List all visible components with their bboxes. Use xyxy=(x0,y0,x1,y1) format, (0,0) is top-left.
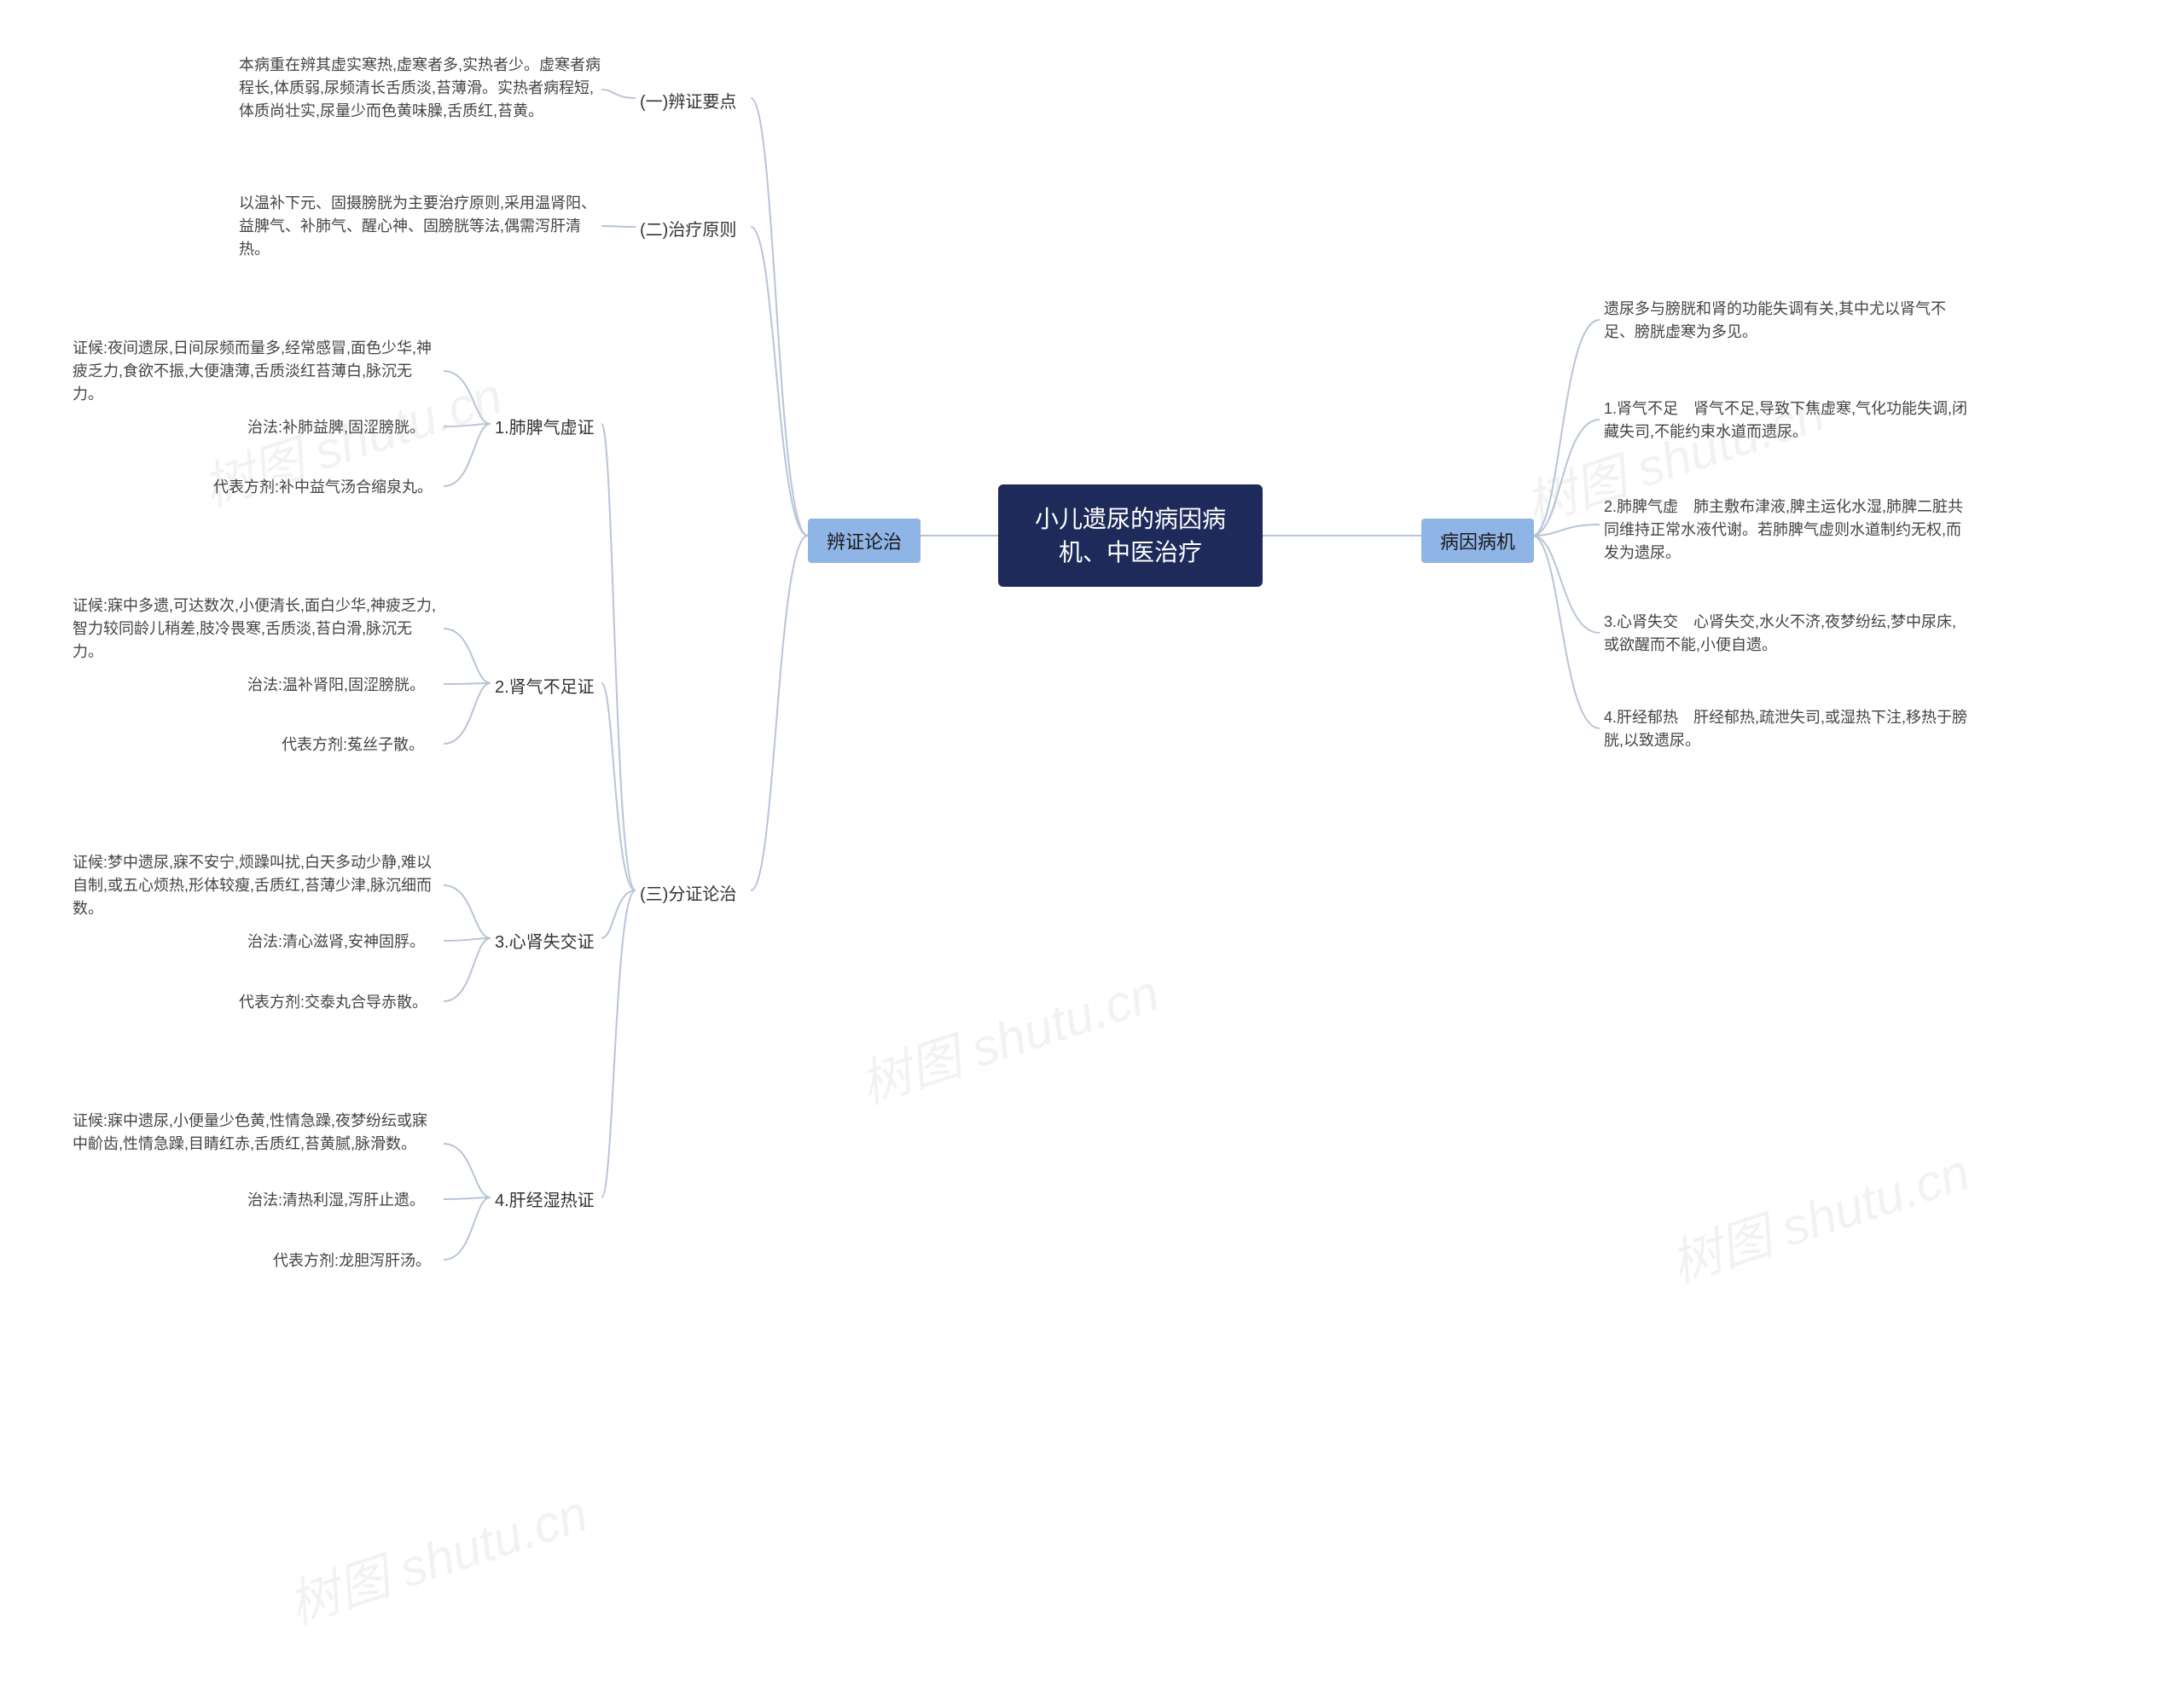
leaf: 证候:梦中遗尿,寐不安宁,烦躁叫扰,白天多动少静,难以自制,或五心烦热,形体较瘦… xyxy=(73,851,439,920)
sub-node: (三)分证论治 xyxy=(640,880,736,905)
leaf: 以温补下元、固摄膀胱为主要治疗原则,采用温肾阳、益脾气、补肺气、醒心神、固膀胱等… xyxy=(239,192,606,261)
sub-node: (二)治疗原则 xyxy=(640,216,736,241)
leaf: 本病重在辨其虚实寒热,虚寒者多,实热者少。虚寒者病程长,体质弱,尿频清长舌质淡,… xyxy=(239,54,606,123)
leaf: 4.肝经郁热 肝经郁热,疏泄失司,或湿热下注,移热于膀胱,以致遗尿。 xyxy=(1604,706,1971,752)
leaf: 3.心肾失交 心肾失交,水火不济,夜梦纷纭,梦中尿床,或欲醒而不能,小便自遗。 xyxy=(1604,611,1971,657)
leaf: 代表方剂:龙胆泻肝汤。 xyxy=(273,1249,431,1273)
leaf: 治法:清心滋肾,安神固脬。 xyxy=(247,931,425,954)
sub-node: 4.肝经湿热证 xyxy=(495,1186,595,1211)
leaf: 遗尿多与膀胱和肾的功能失调有关,其中尤以肾气不足、膀胱虚寒为多见。 xyxy=(1604,298,1971,344)
leaf: 证候:寐中多遗,可达数次,小便清长,面白少华,神疲乏力,智力较同龄儿稍差,肢冷畏… xyxy=(73,594,439,664)
leaf: 治法:清热利湿,泻肝止遗。 xyxy=(247,1189,425,1212)
watermark: 树图 shutu.cn xyxy=(277,1472,595,1638)
leaf: 证候:夜间遗尿,日间尿频而量多,经常感冒,面色少华,神疲乏力,食欲不振,大便溏薄… xyxy=(73,337,439,406)
sub-node: 3.心肾失交证 xyxy=(495,928,595,953)
sub-node: (一)辨证要点 xyxy=(640,88,736,113)
center-node: 小儿遗尿的病因病机、中医治疗 xyxy=(998,484,1263,587)
leaf: 代表方剂:菟丝子散。 xyxy=(282,733,424,757)
leaf: 代表方剂:补中益气汤合缩泉丸。 xyxy=(213,476,433,499)
leaf: 治法:补肺益脾,固涩膀胱。 xyxy=(247,416,425,439)
sub-node: 1.肺脾气虚证 xyxy=(495,414,595,438)
leaf: 1.肾气不足 肾气不足,导致下焦虚寒,气化功能失调,闭藏失司,不能约束水道而遗尿… xyxy=(1604,397,1971,444)
leaf: 证候:寐中遗尿,小便量少色黄,性情急躁,夜梦纷纭或寐中齘齿,性情急躁,目睛红赤,… xyxy=(73,1110,439,1156)
watermark: 树图 shutu.cn xyxy=(1659,1131,1978,1297)
leaf: 代表方剂:交泰丸合导赤散。 xyxy=(239,991,427,1014)
watermark: 树图 shutu.cn xyxy=(849,952,1167,1118)
sub-node: 2.肾气不足证 xyxy=(495,673,595,698)
leaf: 治法:温补肾阳,固涩膀胱。 xyxy=(247,674,425,697)
category-left: 辨证论治 xyxy=(808,519,921,563)
leaf: 2.肺脾气虚 肺主敷布津液,脾主运化水湿,肺脾二脏共同维持正常水液代谢。若肺脾气… xyxy=(1604,496,1971,565)
category-right: 病因病机 xyxy=(1421,519,1534,563)
